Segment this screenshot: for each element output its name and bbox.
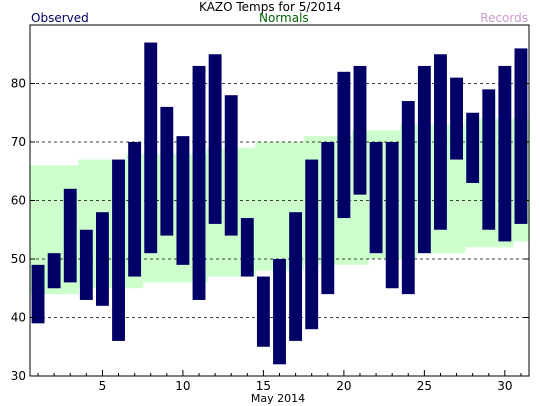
observed-bar-day-8 [144, 42, 158, 254]
observed-bar-day-18 [305, 159, 319, 330]
normal-range-day-16 [271, 142, 289, 271]
y-tick-labels: 30 40 50 60 70 80 [11, 77, 26, 384]
axis-ticks [30, 83, 529, 377]
observed-bar-day-25 [417, 65, 431, 254]
observed-bar-day-31 [514, 48, 528, 224]
observed-bar-day-21 [353, 65, 367, 195]
x-tick-label-5: 5 [99, 379, 107, 393]
y-tick-label-80: 80 [11, 77, 26, 91]
x-tick-label-25: 25 [417, 379, 432, 393]
y-tick-label-50: 50 [11, 252, 26, 266]
observed-bar-day-9 [160, 106, 174, 236]
observed-bar-day-1 [31, 264, 45, 324]
observed-bar-day-30 [498, 65, 512, 242]
x-tick-labels: 5 10 15 20 25 30 [99, 379, 513, 393]
observed-bar-day-16 [273, 259, 286, 365]
observed-bar-day-6 [112, 159, 125, 341]
legend-records: Records [480, 11, 528, 25]
observed-bar-day-4 [79, 229, 93, 300]
y-tick-label-60: 60 [11, 194, 26, 208]
observed-bar-day-19 [321, 142, 335, 295]
observed-bar-day-3 [63, 188, 77, 283]
y-tick-label-70: 70 [11, 135, 26, 149]
observed-bar-day-24 [401, 101, 415, 295]
y-tick-label-40: 40 [11, 311, 26, 325]
observed-bar-day-2 [47, 253, 61, 289]
x-axis-label: May 2014 [251, 392, 305, 405]
observed-bar-day-12 [208, 54, 222, 224]
observed-bar-day-20 [337, 71, 351, 219]
observed-bar-day-22 [369, 142, 383, 254]
observed-bar-day-13 [224, 95, 238, 236]
legend-normals: Normals [259, 11, 309, 25]
observed-bar-day-17 [289, 212, 303, 341]
x-tick-label-15: 15 [256, 379, 271, 393]
observed-bar-day-10 [176, 136, 190, 265]
observed-bar-day-29 [482, 89, 496, 230]
chart-title: KAZO Temps for 5/2014 [199, 0, 341, 14]
x-tick-label-10: 10 [175, 379, 190, 393]
observed-bar-day-28 [466, 112, 480, 183]
normal-range-day-15 [255, 142, 273, 271]
normal-range-day-1 [30, 165, 47, 295]
x-tick-label-20: 20 [336, 379, 351, 393]
observed-bar-day-23 [385, 142, 399, 289]
observed-bar-day-5 [95, 212, 109, 306]
observed-bar-day-27 [450, 77, 464, 160]
y-tick-label-30: 30 [11, 369, 26, 383]
observed-bars [31, 42, 528, 365]
observed-bar-day-26 [434, 54, 447, 230]
observed-bar-day-11 [192, 65, 206, 300]
observed-bar-day-14 [240, 218, 254, 277]
legend-observed: Observed [31, 11, 89, 25]
observed-bar-day-7 [128, 142, 142, 277]
x-tick-label-30: 30 [497, 379, 512, 393]
observed-bar-day-15 [256, 276, 270, 347]
